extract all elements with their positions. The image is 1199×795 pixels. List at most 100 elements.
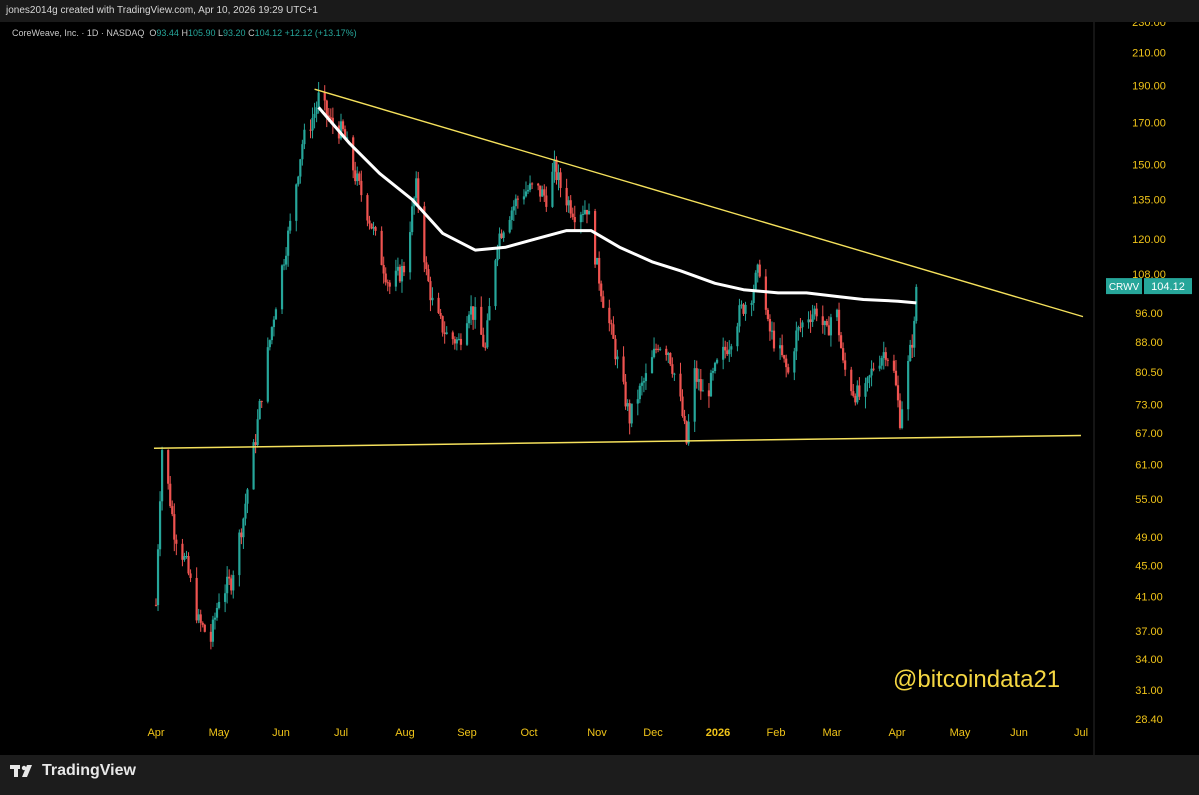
low-label: L xyxy=(218,28,224,38)
candle-body xyxy=(657,348,660,350)
watermark-text: @bitcoindata21 xyxy=(893,666,1060,693)
price-tick-label: 150.00 xyxy=(1132,159,1166,171)
candle-body xyxy=(870,368,873,376)
candle-body xyxy=(409,232,412,273)
candle-body xyxy=(795,330,798,352)
candle-body xyxy=(884,352,887,360)
candle-body xyxy=(594,211,597,265)
candle-body xyxy=(417,178,420,207)
candle-body xyxy=(624,381,627,407)
candle-body xyxy=(244,503,247,519)
candle-body xyxy=(579,214,582,223)
candle-body xyxy=(835,309,839,318)
candle-body xyxy=(423,206,426,263)
candle-body xyxy=(203,624,206,632)
open-value: 93.44 xyxy=(156,28,179,38)
candle-body xyxy=(429,281,432,301)
time-tick-label: Apr xyxy=(147,727,164,739)
candle-body xyxy=(301,144,304,160)
candle-body xyxy=(565,187,568,206)
candle-body xyxy=(341,121,345,130)
chart-area[interactable]: 230.00 210.00 190.00 170.00 150.00 135.00 120.… xyxy=(0,22,1199,755)
candle-body xyxy=(567,200,570,206)
candle-body xyxy=(644,373,648,382)
candle-body xyxy=(374,227,377,231)
candle-body xyxy=(228,576,231,579)
candle-body xyxy=(872,368,875,370)
candle-body xyxy=(459,338,463,345)
candle-body xyxy=(543,189,546,196)
candle-body xyxy=(232,575,235,591)
time-tick-label: Apr xyxy=(888,727,905,739)
candle-body xyxy=(740,304,743,306)
candle-body xyxy=(213,617,217,620)
candle-body xyxy=(528,183,532,190)
candle-body xyxy=(801,322,804,328)
candle-body xyxy=(415,178,418,198)
resistance-trendline xyxy=(314,88,1084,318)
candle-body xyxy=(650,357,654,374)
candle-body xyxy=(539,185,542,197)
candle-body xyxy=(821,316,824,326)
time-tick-label: Dec xyxy=(643,727,663,739)
candle-body xyxy=(756,264,759,273)
candle-body xyxy=(728,349,731,355)
candle-body xyxy=(354,170,357,182)
candle-body xyxy=(598,257,601,284)
time-tick-label: Mar xyxy=(823,727,842,739)
candle-body xyxy=(681,396,684,416)
candle-body xyxy=(226,576,229,594)
candle-body xyxy=(811,314,814,322)
candle-body xyxy=(488,306,491,321)
candle-body xyxy=(742,304,745,314)
candle-body xyxy=(896,385,900,401)
candle-body xyxy=(679,373,682,397)
time-tick-label: 2026 xyxy=(706,727,730,739)
candle-body xyxy=(280,265,284,310)
candle-body xyxy=(616,356,619,360)
candle-body xyxy=(667,353,670,355)
candle-body xyxy=(693,368,696,422)
candle-body xyxy=(785,358,788,368)
price-tick-label: 108.00 xyxy=(1132,269,1166,281)
candle-body xyxy=(852,391,855,396)
candle-body xyxy=(465,323,469,345)
price-tick-label: 55.00 xyxy=(1135,494,1163,506)
candle-body xyxy=(500,233,503,238)
moving-average-layer xyxy=(317,106,917,305)
candle-body xyxy=(726,350,729,355)
candle-body xyxy=(394,270,397,287)
candle-body xyxy=(370,223,373,229)
candle-body xyxy=(498,233,501,248)
candle-body xyxy=(813,308,816,315)
candle-body xyxy=(894,370,898,386)
candle-body xyxy=(555,159,558,181)
candle-body xyxy=(559,172,562,188)
candle-body xyxy=(839,335,843,349)
candle-body xyxy=(687,421,690,444)
candle-body xyxy=(915,286,918,321)
candle-body xyxy=(274,309,278,320)
candle-body xyxy=(285,255,288,265)
candle-body xyxy=(484,346,487,348)
candle-body xyxy=(254,442,257,445)
candle-body xyxy=(443,332,446,335)
candle-body xyxy=(868,375,871,378)
candle-body xyxy=(398,266,402,282)
candle-body xyxy=(823,320,826,326)
candle-body xyxy=(654,348,658,350)
last-price-tag: CRWV 104.12 xyxy=(1106,278,1192,295)
candle-body xyxy=(697,379,700,382)
candle-body xyxy=(382,264,385,274)
candle-body xyxy=(510,210,513,220)
candle-body xyxy=(455,339,458,344)
tradingview-logo[interactable]: TradingView xyxy=(10,762,136,780)
candle-body xyxy=(522,196,526,200)
candle-body xyxy=(738,305,741,327)
chart-background xyxy=(0,22,1199,755)
price-chart[interactable]: 230.00 210.00 190.00 170.00 150.00 135.00 120.… xyxy=(0,22,1199,755)
candle-body xyxy=(608,307,611,324)
candle-body xyxy=(864,383,867,397)
tradingview-brand: TradingView xyxy=(42,762,136,779)
candle-body xyxy=(266,347,269,402)
